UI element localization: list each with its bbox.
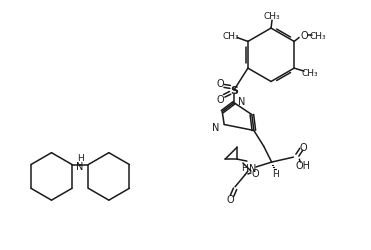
Text: O: O: [216, 94, 224, 104]
Text: CH₃: CH₃: [302, 68, 318, 77]
Text: O: O: [300, 31, 308, 41]
Text: O: O: [251, 168, 259, 178]
Text: CH₃: CH₃: [223, 32, 239, 41]
Text: H: H: [77, 154, 83, 162]
Text: O: O: [226, 194, 234, 204]
Text: O: O: [216, 79, 224, 88]
Text: CH₃: CH₃: [264, 12, 280, 21]
Text: CH₃: CH₃: [309, 32, 326, 41]
Text: O: O: [299, 143, 307, 153]
Text: S: S: [230, 86, 238, 96]
Text: OH: OH: [296, 160, 311, 170]
Text: N: N: [249, 163, 257, 173]
Text: N: N: [238, 96, 245, 106]
Text: N: N: [212, 123, 219, 133]
Text: N: N: [76, 161, 84, 171]
Text: H: H: [241, 163, 248, 172]
Text: H: H: [272, 170, 279, 179]
